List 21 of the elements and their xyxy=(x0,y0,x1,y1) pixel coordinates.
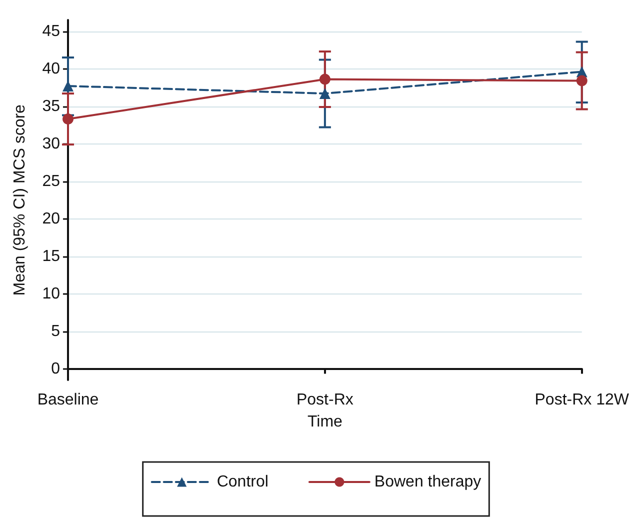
x-tick-label: Post-Rx 12W xyxy=(534,392,630,408)
point xyxy=(62,114,74,124)
y-tick-label: 10 xyxy=(42,285,60,302)
x-tick-label: Post-Rx xyxy=(296,392,354,408)
legend-label: Control xyxy=(216,474,268,490)
x-axis-title: Time xyxy=(307,414,343,430)
point xyxy=(319,88,330,99)
y-axis-title: Mean (95% CI) MCS score xyxy=(12,104,28,296)
y-tick-label: 0 xyxy=(51,360,60,378)
y-tick-label: 20 xyxy=(42,210,60,228)
x-tick-label: Baseline xyxy=(37,392,99,408)
y-tick-label: 35 xyxy=(42,98,60,115)
legend-label: Bowen therapy xyxy=(374,474,482,490)
y-tick-label: 40 xyxy=(42,60,60,78)
y-tick-label: 5 xyxy=(51,322,60,340)
y-tick-label: 15 xyxy=(42,248,60,265)
y-tick-label: 45 xyxy=(42,22,60,40)
point xyxy=(576,75,588,86)
y-tick-label: 30 xyxy=(42,135,60,152)
point xyxy=(319,74,330,85)
y-tick-label: 25 xyxy=(42,172,60,190)
